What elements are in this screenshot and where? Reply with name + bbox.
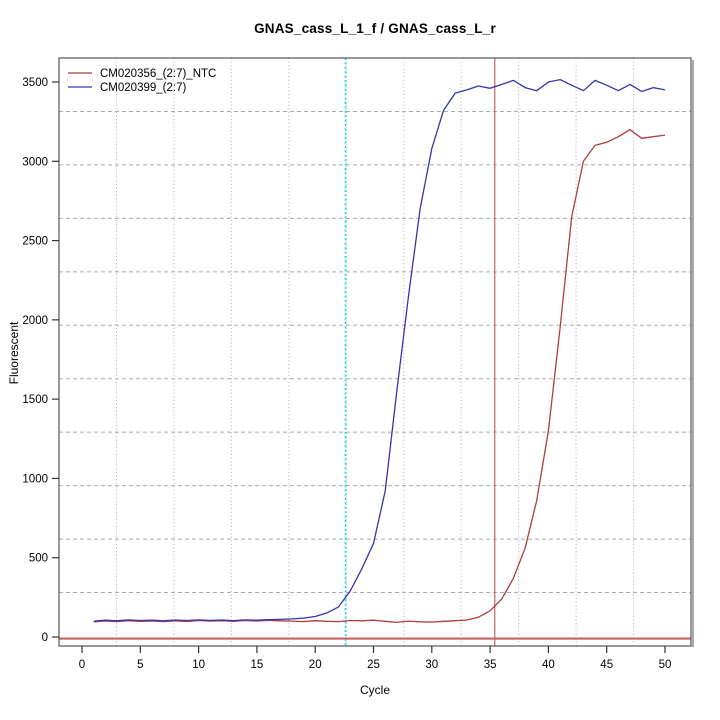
plot-box	[58, 57, 692, 647]
series-curve-1	[93, 78, 666, 622]
x-tick-label: 50	[659, 659, 672, 671]
x-tick-label: 25	[367, 659, 380, 671]
y-tick-label: 1000	[22, 473, 48, 485]
x-tick-label: 10	[192, 659, 205, 671]
legend-label: CM020356_(2:7)_NTC	[100, 68, 216, 80]
y-tick-label: 3500	[22, 77, 48, 89]
y-tick-label: 2500	[22, 236, 48, 248]
chart-title: GNAS_cass_L_1_f / GNAS_cass_L_r	[254, 21, 496, 36]
x-tick-label: 15	[251, 659, 264, 671]
x-tick-label: 35	[484, 659, 497, 671]
y-tick-label: 3000	[22, 156, 48, 168]
series-curve-0	[93, 128, 666, 624]
y-tick-label: 2000	[22, 315, 48, 327]
x-tick-label: 0	[79, 659, 85, 671]
legend-label: CM020399_(2:7)	[100, 82, 186, 94]
x-tick-label: 20	[309, 659, 322, 671]
x-tick-label: 40	[542, 659, 555, 671]
x-axis-label: Cycle	[359, 683, 390, 697]
x-tick-label: 30	[425, 659, 438, 671]
x-tick-label: 45	[600, 659, 613, 671]
x-tick-label: 5	[137, 659, 143, 671]
y-tick-label: 500	[29, 553, 48, 565]
y-tick-label: 1500	[22, 394, 48, 406]
y-tick-label: 0	[42, 632, 48, 644]
